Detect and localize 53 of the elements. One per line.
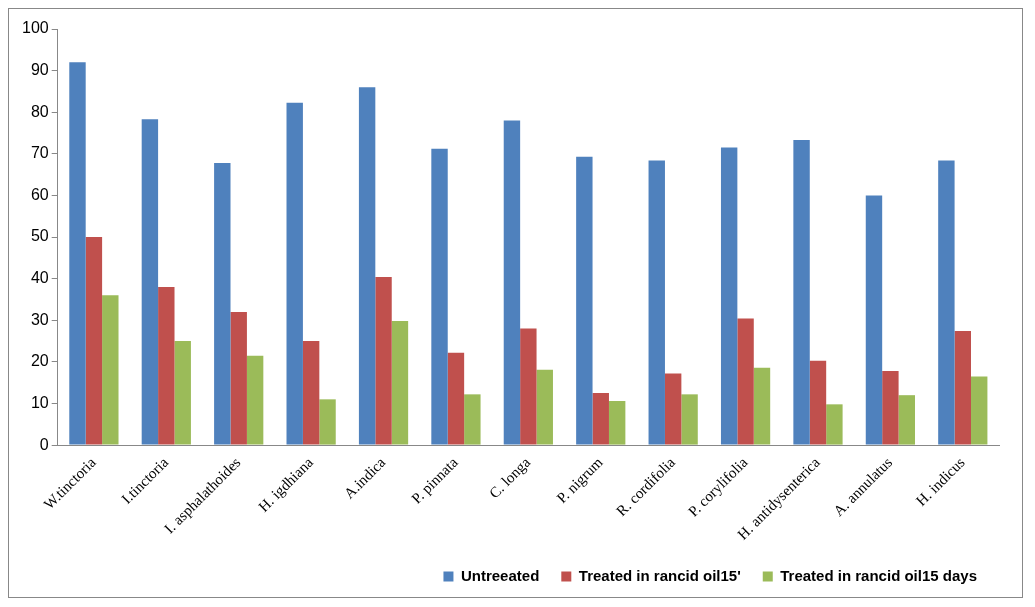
bar xyxy=(358,87,376,445)
bar xyxy=(214,162,231,445)
bar xyxy=(85,237,103,445)
bar xyxy=(102,295,119,445)
bar xyxy=(608,401,626,445)
bar xyxy=(431,148,448,445)
bar xyxy=(391,321,409,445)
bar xyxy=(954,331,971,445)
y-tick-label: 0 xyxy=(39,435,49,453)
bar xyxy=(302,341,320,445)
bar xyxy=(681,394,698,445)
bar xyxy=(971,376,988,445)
bar xyxy=(898,395,916,445)
y-tick-label: 50 xyxy=(30,227,49,245)
legend-label: Untreeated xyxy=(460,566,540,584)
bar xyxy=(158,286,175,445)
bar xyxy=(720,147,738,445)
bar xyxy=(576,156,593,445)
bar xyxy=(447,352,465,445)
y-tick-label: 60 xyxy=(30,185,49,203)
y-tick-label: 10 xyxy=(30,393,49,411)
y-tick-label: 70 xyxy=(30,144,49,162)
y-tick-label: 90 xyxy=(30,61,49,79)
bar xyxy=(664,373,682,445)
bar xyxy=(826,404,843,445)
y-tick-label: 100 xyxy=(21,19,49,37)
bar xyxy=(141,119,159,445)
y-tick-label: 20 xyxy=(30,352,49,370)
bar xyxy=(464,394,481,445)
bar xyxy=(319,399,336,445)
legend-label: Treated in rancid oil15 days xyxy=(780,566,978,584)
bar xyxy=(882,371,899,445)
bar xyxy=(520,328,537,445)
bar xyxy=(69,62,86,445)
legend-label: Treated in rancid oil15' xyxy=(578,566,741,584)
bar xyxy=(592,393,609,445)
bar xyxy=(174,341,191,445)
bar xyxy=(230,311,247,445)
y-tick-label: 30 xyxy=(30,310,49,328)
y-tick-label: 40 xyxy=(30,269,49,287)
bar xyxy=(536,369,553,445)
bar xyxy=(648,160,665,445)
bar xyxy=(286,102,303,445)
bar xyxy=(737,318,754,445)
bar xyxy=(809,360,827,445)
bar xyxy=(753,367,771,445)
y-tick-label: 80 xyxy=(30,102,49,120)
bar xyxy=(375,277,392,445)
bar xyxy=(793,140,810,445)
bar xyxy=(246,355,264,445)
bar xyxy=(938,160,955,445)
bar xyxy=(865,195,883,445)
bar xyxy=(503,120,521,445)
